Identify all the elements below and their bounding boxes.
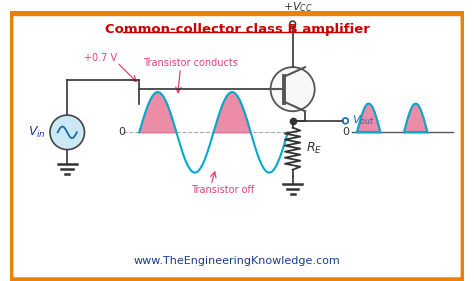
Text: 0: 0 <box>118 127 125 137</box>
Text: 0: 0 <box>342 127 349 137</box>
Text: $V_{out}$: $V_{out}$ <box>352 113 374 127</box>
Text: Transistor off: Transistor off <box>191 185 254 195</box>
Circle shape <box>271 67 315 111</box>
Text: $V_{in}$: $V_{in}$ <box>27 125 46 140</box>
Text: +0.7 V: +0.7 V <box>84 53 118 63</box>
FancyBboxPatch shape <box>10 13 464 280</box>
Text: Transistor conducts: Transistor conducts <box>143 58 237 68</box>
Circle shape <box>50 115 84 149</box>
Text: $+V_{CC}$: $+V_{CC}$ <box>283 1 312 14</box>
Text: $R_E$: $R_E$ <box>306 141 322 156</box>
Text: Common-collector class B amplifier: Common-collector class B amplifier <box>105 23 369 36</box>
Text: www.TheEngineeringKnowledge.com: www.TheEngineeringKnowledge.com <box>134 256 340 266</box>
